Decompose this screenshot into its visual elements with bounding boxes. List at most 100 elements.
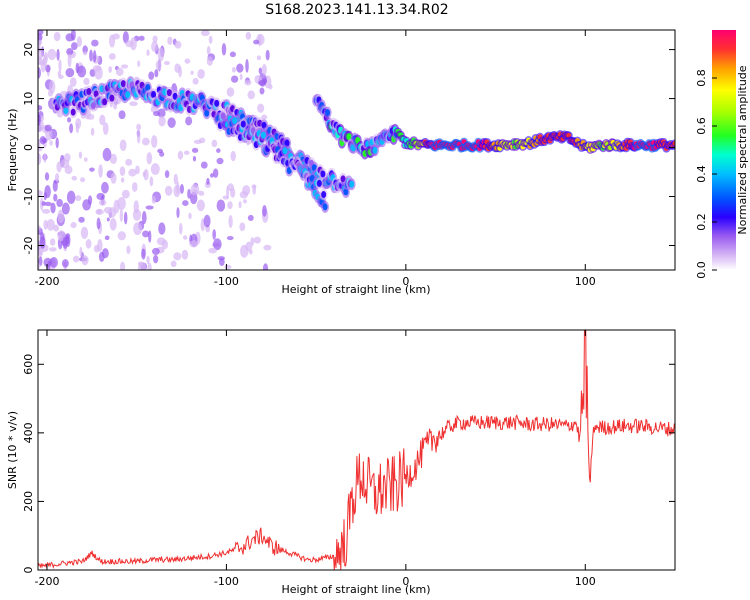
colorbar-tick-label: 0.4 [695,165,708,183]
heatmap-noise-cell [200,161,208,169]
heatmap-noise-cell [119,208,124,222]
heatmap-noise-cell [120,64,129,69]
heatmap-ridge-cell [145,83,151,91]
heatmap-noise-cell [203,214,211,228]
heatmap-noise-cell [145,205,154,210]
x-tick-label: 100 [575,575,596,588]
heatmap-noise-cell [58,59,62,73]
heatmap-noise-cell [78,151,83,159]
heatmap-x-axis-label: Height of straight line (km) [281,283,430,296]
heatmap-noise-cell [222,195,229,200]
heatmap-ridge-cell [151,90,157,98]
heatmap-noise-cell [153,254,159,264]
heatmap-noise-cell [159,151,165,157]
heatmap-noise-cell [57,70,62,77]
heatmap-noise-cell [216,148,221,153]
y-tick-label: 200 [22,491,35,512]
heatmap-noise-cell [137,261,147,270]
heatmap-noise-cell [49,238,56,246]
heatmap-noise-cell [65,68,75,78]
heatmap-noise-cell [101,181,109,194]
heatmap-noise-cell [217,256,225,261]
heatmap-noise-cell [43,152,47,163]
heatmap-noise-cell [47,48,57,61]
heatmap-noise-cell [200,30,210,37]
heatmap-noise-cell [125,158,133,166]
heatmap-noise-cell [173,252,182,261]
heatmap-noise-cell [103,206,113,214]
heatmap-noise-cell [123,211,128,225]
heatmap-noise-cell [196,199,205,212]
heatmap-noise-cell [38,61,46,66]
heatmap-noise-cell [41,208,51,214]
heatmap-noise-cell [56,198,63,208]
heatmap-noise-cell [49,256,58,268]
heatmap-noise-cell [212,229,216,240]
heatmap-noise-cell [211,139,218,148]
heatmap-x-axis: -200 -100 0 100 [34,30,596,288]
heatmap-noise-cell [244,79,252,86]
heatmap-noise-cell [137,60,141,67]
heatmap-ridge-cell [320,170,326,178]
figure-title: S168.2023.141.13.34.R02 [265,2,448,18]
heatmap-noise-cell [141,248,146,260]
heatmap-noise-cell [136,123,142,131]
heatmap-noise-cell [187,188,191,199]
heatmap-noise-cell [261,64,267,76]
heatmap-noise-cell [183,150,190,155]
colorbar-label: Normalized spectral amplitude [736,65,749,234]
heatmap-noise-cell [43,191,47,201]
heatmap-noise-cell [119,139,127,152]
heatmap-noise-cell [110,172,117,184]
heatmap-noise-cell [158,115,166,127]
heatmap-noise-cell [229,51,236,58]
heatmap-noise-cell [238,201,242,209]
heatmap-noise-cell [157,108,166,118]
heatmap-ridge-cell [214,99,220,107]
heatmap-noise-cell [206,177,210,185]
heatmap-noise-cell [221,43,227,56]
heatmap-noise-cell [226,87,235,97]
heatmap-noise-cell [61,259,69,268]
heatmap-noise-cell [150,163,160,175]
heatmap-noise-cell [152,35,158,43]
heatmap-noise-cell [239,73,243,81]
y-tick-label: -20 [22,237,35,255]
heatmap-noise-cell [120,177,125,183]
heatmap-noise-cell [191,147,199,153]
heatmap-noise-cell [122,31,129,44]
heatmap-noise-cell [198,190,205,196]
heatmap-noise-cell [226,235,234,241]
heatmap-noise-cell [38,225,41,231]
heatmap-noise-cell [258,67,263,75]
x-tick-label: -100 [214,275,239,288]
heatmap-noise-cell [261,114,268,120]
heatmap-noise-cell [82,45,88,54]
x-tick-label: -100 [214,575,239,588]
heatmap-noise-cell [92,65,102,72]
heatmap-ridge-cell [166,89,172,97]
heatmap-noise-cell [38,114,41,126]
heatmap-noise-cell [262,204,267,217]
heatmap-noise-cell [98,164,103,178]
heatmap-ridge-cell [282,147,288,155]
heatmap-noise-cell [245,58,249,73]
heatmap-noise-cell [151,40,159,53]
heatmap-noise-cell [108,53,116,60]
heatmap-noise-cell [38,152,42,165]
heatmap-noise-cell [230,150,236,162]
heatmap-noise-cell [41,201,46,206]
heatmap-noise-cell [83,77,90,86]
heatmap-noise-cell [213,238,222,251]
heatmap-noise-cell [167,36,173,45]
heatmap-noise-cell [143,168,149,181]
heatmap-noise-cell [79,246,83,257]
heatmap-noise-cell [188,212,192,220]
heatmap-noise-cell [240,244,249,258]
heatmap-noise-cell [54,173,60,182]
heatmap-noise-cell [75,62,80,74]
heatmap-noise-cell [44,201,52,207]
colorbar-tick-label: 0.0 [695,261,708,279]
heatmap-noise-cell [75,195,82,201]
heatmap-noise-cell [138,35,145,41]
